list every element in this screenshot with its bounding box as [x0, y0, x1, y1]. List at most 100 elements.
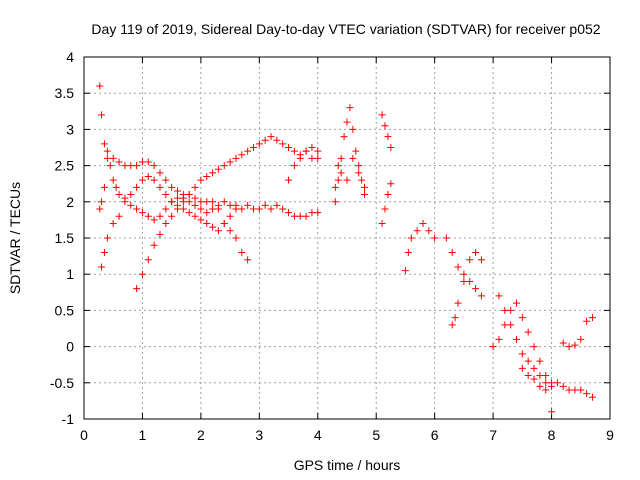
- data-point: [197, 205, 205, 213]
- data-point: [314, 154, 322, 162]
- data-point: [355, 162, 363, 170]
- series-arc-11: [442, 234, 485, 300]
- data-point: [346, 104, 354, 112]
- x-axis-label: GPS time / hours: [294, 457, 401, 473]
- data-point: [191, 201, 199, 209]
- data-point: [448, 248, 456, 256]
- data-points: [96, 82, 596, 416]
- data-point: [226, 212, 234, 220]
- data-point: [232, 201, 240, 209]
- data-point: [334, 162, 342, 170]
- data-point: [308, 209, 316, 217]
- data-point: [214, 227, 222, 235]
- data-point: [477, 292, 485, 300]
- data-point: [285, 209, 293, 217]
- data-point: [191, 194, 199, 202]
- data-point: [279, 205, 287, 213]
- y-tick-label: 0: [66, 339, 74, 355]
- data-point: [232, 154, 240, 162]
- data-point: [352, 147, 360, 155]
- data-point: [530, 375, 538, 383]
- data-point: [203, 220, 211, 228]
- data-point: [460, 270, 468, 278]
- data-point: [273, 136, 281, 144]
- data-point: [203, 209, 211, 217]
- series-arc-16: [559, 314, 596, 351]
- data-point: [138, 270, 146, 278]
- x-axis: 0 1 2 3 4 5 6 7 8 9: [80, 57, 614, 443]
- data-point: [100, 140, 108, 148]
- data-point: [103, 234, 111, 242]
- data-point: [571, 341, 579, 349]
- x-tick-label: 5: [372, 427, 380, 443]
- data-point: [203, 172, 211, 180]
- y-tick-label: 1: [66, 266, 74, 282]
- data-point: [361, 191, 369, 199]
- data-point: [302, 212, 310, 220]
- data-point: [477, 256, 485, 264]
- data-point: [112, 183, 120, 191]
- data-point: [302, 147, 310, 155]
- data-point: [518, 314, 526, 322]
- data-point: [314, 147, 322, 155]
- y-tick-label: 3: [66, 121, 74, 137]
- data-point: [384, 191, 392, 199]
- data-point: [279, 140, 287, 148]
- data-point: [238, 248, 246, 256]
- series-arc-10: [401, 220, 439, 275]
- data-point: [133, 183, 141, 191]
- data-point: [431, 234, 439, 242]
- data-point: [536, 372, 544, 380]
- data-point: [96, 205, 104, 213]
- x-tick-label: 3: [255, 427, 263, 443]
- data-point: [144, 212, 152, 220]
- y-tick-label: 4: [66, 49, 74, 65]
- data-point: [179, 198, 187, 206]
- data-point: [191, 183, 199, 191]
- x-tick-label: 2: [197, 427, 205, 443]
- data-point: [588, 314, 596, 322]
- data-point: [331, 183, 339, 191]
- data-point: [524, 372, 532, 380]
- data-point: [209, 205, 217, 213]
- data-point: [559, 339, 567, 347]
- data-point: [244, 256, 252, 264]
- data-point: [378, 111, 386, 119]
- y-tick-label: 1.5: [55, 230, 75, 246]
- data-point: [214, 165, 222, 173]
- data-point: [337, 169, 345, 177]
- data-point: [191, 212, 199, 220]
- y-tick-label: -1: [62, 411, 75, 427]
- data-point: [343, 118, 351, 126]
- series-arc-3: [98, 172, 240, 271]
- data-point: [220, 198, 228, 206]
- data-point: [244, 201, 252, 209]
- data-point: [127, 201, 135, 209]
- grid-lines: [84, 57, 610, 419]
- data-point: [536, 357, 544, 365]
- data-point: [244, 147, 252, 155]
- data-point: [308, 154, 316, 162]
- data-point: [133, 205, 141, 213]
- data-point: [127, 162, 135, 170]
- data-point: [466, 277, 474, 285]
- data-point: [536, 382, 544, 390]
- data-point: [404, 248, 412, 256]
- data-point: [98, 263, 106, 271]
- data-point: [507, 306, 515, 314]
- series-arc-5: [285, 144, 322, 184]
- data-point: [133, 162, 141, 170]
- data-point: [162, 176, 170, 184]
- data-point: [583, 317, 591, 325]
- data-point: [296, 212, 304, 220]
- data-point: [168, 198, 176, 206]
- data-point: [121, 198, 129, 206]
- x-tick-label: 4: [314, 427, 322, 443]
- data-point: [290, 147, 298, 155]
- data-point: [577, 386, 585, 394]
- data-point: [162, 205, 170, 213]
- data-point: [179, 191, 187, 199]
- data-point: [96, 82, 104, 90]
- data-point: [387, 144, 395, 151]
